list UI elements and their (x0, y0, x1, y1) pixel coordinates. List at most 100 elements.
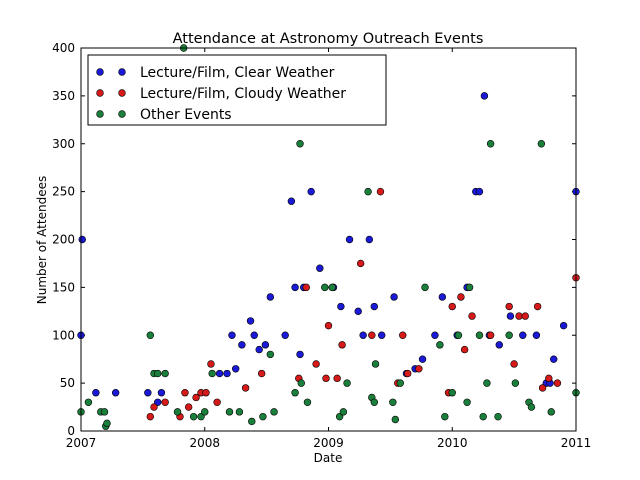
data-point (415, 365, 423, 373)
data-point (368, 331, 376, 339)
data-point (457, 293, 465, 301)
data-point (246, 317, 255, 325)
data-point (547, 408, 555, 416)
data-point (376, 187, 385, 196)
data-point (270, 408, 278, 416)
data-point (438, 293, 447, 301)
data-point (553, 379, 562, 387)
axis-ticks: 2007 2008 2009 2010 2011 0 50 100 150 200 250 300 35… (52, 41, 591, 450)
data-point (223, 369, 231, 378)
data-point (208, 369, 216, 378)
data-point (238, 341, 246, 349)
data-point (184, 403, 193, 411)
y-tick-label: 150 (52, 280, 75, 294)
data-point (266, 350, 275, 359)
series-1-points (77, 92, 580, 406)
data-point (463, 398, 471, 406)
data-point (389, 398, 397, 406)
y-tick-label: 400 (52, 41, 75, 55)
data-point (337, 302, 345, 311)
data-point (302, 283, 310, 292)
data-point (465, 283, 474, 292)
data-point (371, 360, 380, 368)
data-point (281, 331, 289, 339)
data-point (436, 341, 444, 349)
y-tick-label: 100 (52, 328, 75, 342)
data-point (356, 259, 365, 268)
data-point (441, 412, 449, 421)
data-point (421, 283, 429, 292)
y-tick-label: 50 (60, 376, 75, 390)
data-point (328, 283, 336, 292)
data-point (515, 312, 523, 320)
data-point (324, 321, 333, 330)
data-point (559, 321, 568, 330)
series-2-points (146, 187, 580, 421)
data-point (391, 415, 400, 424)
data-point (250, 331, 258, 339)
data-point (495, 341, 503, 349)
y-tick-label: 300 (52, 137, 75, 151)
data-point (483, 379, 491, 387)
y-tick-label: 250 (52, 185, 75, 199)
data-point (431, 331, 439, 339)
data-point (370, 302, 378, 311)
data-point (486, 331, 495, 339)
data-point (532, 331, 541, 339)
data-point (404, 369, 412, 378)
data-point (448, 389, 456, 397)
legend-marker (96, 110, 104, 118)
data-point (181, 389, 189, 397)
data-point (303, 398, 312, 406)
x-tick-label: 2007 (66, 436, 97, 450)
data-point (291, 283, 299, 292)
data-point (296, 350, 304, 359)
data-point (287, 197, 296, 205)
data-point (333, 374, 341, 383)
data-point (144, 389, 152, 397)
data-point (291, 389, 299, 397)
data-point (538, 384, 547, 392)
legend-box (87, 54, 387, 126)
data-point (418, 355, 427, 363)
data-point (111, 389, 120, 397)
data-point (231, 365, 240, 373)
data-point (161, 398, 169, 406)
data-point (365, 235, 374, 244)
data-point (338, 341, 346, 349)
data-point (399, 331, 407, 339)
x-tick-label: 2008 (189, 436, 220, 450)
legend-marker (96, 89, 104, 97)
data-point (207, 360, 215, 368)
data-point (396, 379, 404, 387)
data-point (201, 408, 209, 416)
data-point (505, 302, 513, 311)
data-point (146, 331, 155, 339)
data-point (364, 187, 372, 196)
data-point (146, 412, 155, 421)
data-point (297, 379, 305, 387)
legend-marker (118, 110, 126, 118)
data-point (100, 408, 109, 416)
y-tick-label: 350 (52, 89, 75, 103)
data-point (192, 393, 200, 402)
data-point (157, 389, 166, 397)
data-point (527, 403, 536, 411)
data-point (480, 92, 489, 100)
legend-marker (118, 89, 126, 97)
data-point (189, 412, 198, 421)
series-3-points (77, 44, 580, 430)
data-point (235, 408, 244, 416)
x-tick-label: 2011 (561, 436, 592, 450)
data-point (154, 369, 162, 378)
y-tick-label: 200 (52, 233, 75, 247)
x-tick-label: 2010 (437, 436, 468, 450)
data-point (505, 331, 513, 339)
data-point (475, 331, 484, 339)
data-point (511, 379, 520, 387)
data-point (307, 187, 315, 196)
data-point (322, 374, 330, 383)
data-point (537, 140, 546, 148)
data-point (475, 187, 484, 196)
